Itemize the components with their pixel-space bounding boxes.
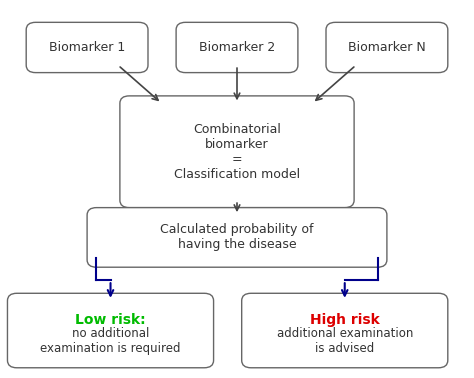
FancyBboxPatch shape xyxy=(26,22,148,73)
Text: additional examination
is advised: additional examination is advised xyxy=(276,327,413,355)
Text: Biomarker 1: Biomarker 1 xyxy=(49,41,125,54)
FancyBboxPatch shape xyxy=(120,96,354,208)
Text: High risk: High risk xyxy=(310,313,380,327)
FancyBboxPatch shape xyxy=(87,208,387,267)
Text: Biomarker N: Biomarker N xyxy=(348,41,426,54)
FancyBboxPatch shape xyxy=(8,293,214,368)
FancyBboxPatch shape xyxy=(242,293,448,368)
Text: Low risk:: Low risk: xyxy=(75,313,146,327)
FancyBboxPatch shape xyxy=(176,22,298,73)
Text: no additional
examination is required: no additional examination is required xyxy=(40,327,181,355)
Text: Combinatorial
biomarker
=
Classification model: Combinatorial biomarker = Classification… xyxy=(174,123,300,181)
Text: Calculated probability of
having the disease: Calculated probability of having the dis… xyxy=(160,223,314,251)
Text: Biomarker 2: Biomarker 2 xyxy=(199,41,275,54)
FancyBboxPatch shape xyxy=(326,22,448,73)
